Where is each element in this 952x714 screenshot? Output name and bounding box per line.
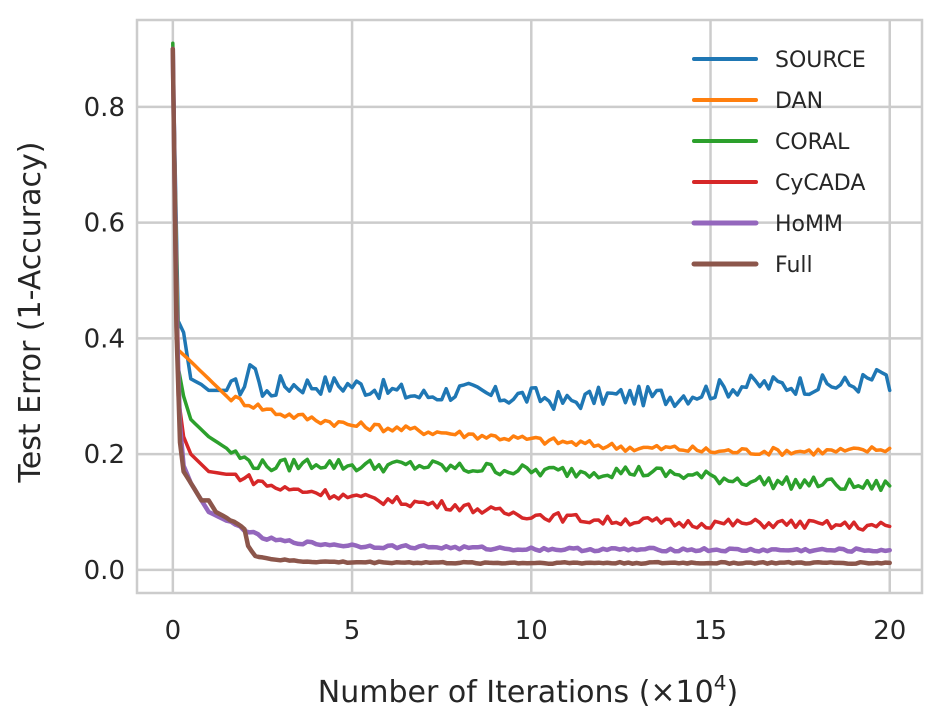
x-tick-label: 0 [165,616,182,646]
y-tick-label: 0.2 [84,440,125,470]
series-line-coral [171,41,892,493]
series-line-full [170,46,892,567]
series-line-homm [170,46,892,554]
plot-frame [135,18,924,595]
legend-label-source: SOURCE [775,48,866,73]
y-tick-label: 0.4 [84,324,125,354]
series-line-dan [171,47,892,457]
x-tick-label: 15 [694,616,727,646]
legend-label-homm: HoMM [775,212,843,237]
y-axis-ticks: 0.0 0.2 0.4 0.6 0.8 [84,93,125,586]
series-layer [170,41,892,567]
y-tick-label: 0.0 [84,556,125,586]
x-axis-label: Number of Iterations (×104) [318,671,738,710]
legend-label-full: Full [775,253,813,278]
y-axis-label: Test Error (1-Accuracy) [13,142,48,484]
y-tick-label: 0.6 [84,209,125,239]
legend-label-coral: CORAL [775,130,850,155]
x-axis-ticks: 0 5 10 15 20 [165,616,907,646]
x-tick-label: 10 [515,616,548,646]
x-axis-label-exponent: 4 [714,671,727,695]
legend: SOURCE DAN CORAL CyCADA HoMM Full [691,48,866,278]
legend-label-dan: DAN [775,89,823,114]
series-line-source [171,47,892,411]
x-axis-label-suffix: ) [726,675,738,710]
x-tick-label: 5 [344,616,361,646]
legend-label-cycada: CyCADA [775,171,865,196]
y-tick-label: 0.8 [84,93,125,123]
x-tick-label: 20 [873,616,906,646]
series-line-cycada [171,47,892,532]
